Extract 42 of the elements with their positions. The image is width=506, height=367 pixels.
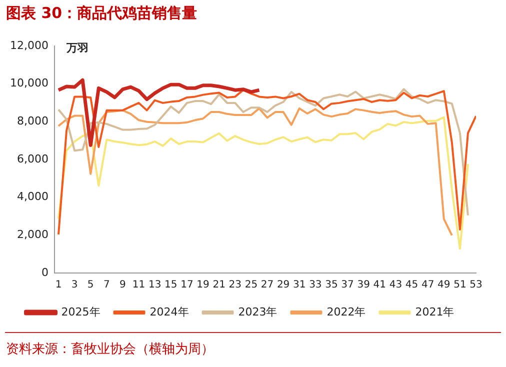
y-tick-label: 2,000 (16, 228, 48, 242)
y-tick-label: 10,000 (10, 76, 48, 90)
text: 资料来源：畜牧业协会（横轴为周） (6, 341, 214, 358)
x-tick-label: 1 (55, 280, 62, 291)
x-tick-label: 47 (421, 280, 434, 291)
x-tick-label: 25 (244, 280, 258, 291)
y-tick-label: 6,000 (16, 152, 48, 166)
legend-label: 2021年 (415, 305, 454, 318)
x-tick-label: 5 (87, 280, 94, 291)
x-tick-label: 11 (132, 280, 146, 291)
y-axis-title: 万羽 (65, 41, 88, 54)
x-tick-label: 33 (309, 280, 322, 291)
x-tick-label: 31 (293, 280, 306, 291)
x-tick-label: 13 (148, 280, 162, 291)
x-tick-label: 21 (212, 280, 226, 291)
x-tick-label: 51 (454, 280, 466, 291)
x-tick-label: 53 (470, 280, 482, 291)
x-tick-label: 27 (260, 280, 274, 291)
y-tick-label: 0 (41, 266, 48, 279)
x-tick-label: 17 (180, 280, 194, 291)
x-tick-label: 19 (196, 280, 210, 291)
legend-label: 2022年 (326, 305, 366, 318)
x-tick-label: 43 (389, 280, 402, 291)
legend-label: 2025年 (61, 305, 100, 318)
x-tick-label: 45 (405, 280, 418, 291)
y-tick-label: 4,000 (16, 190, 48, 204)
y-tick-label: 8,000 (16, 114, 48, 128)
x-tick-label: 49 (438, 280, 450, 291)
chart-title: 图表 30：商品代鸡苗销售量 (6, 4, 198, 23)
legend-label: 2023年 (238, 305, 278, 318)
x-tick-label: 35 (325, 280, 338, 291)
y-tick-label: 12,000 (10, 38, 48, 52)
x-tick-label: 15 (164, 280, 178, 291)
x-tick-label: 41 (373, 280, 386, 291)
x-tick-label: 39 (357, 280, 370, 291)
x-tick-label: 29 (276, 280, 290, 291)
x-tick-label: 7 (103, 280, 110, 291)
x-tick-label: 37 (341, 280, 354, 291)
legend-label: 2024年 (150, 305, 189, 318)
x-tick-label: 23 (228, 280, 242, 291)
x-tick-label: 3 (71, 280, 78, 291)
x-tick-label: 9 (120, 280, 126, 291)
